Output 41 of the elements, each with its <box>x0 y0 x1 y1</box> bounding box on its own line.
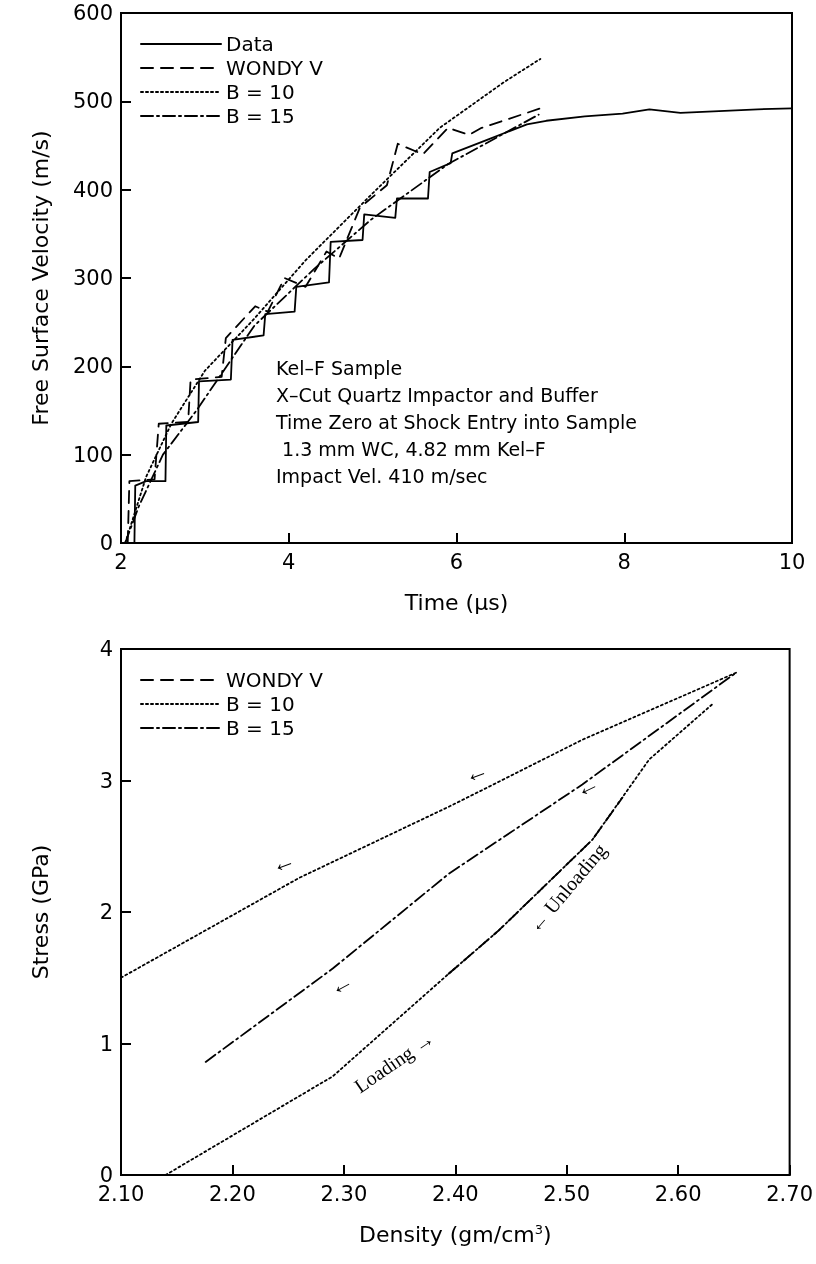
y-tick-label: 200 <box>72 354 113 379</box>
y-tick-label: 300 <box>72 266 113 290</box>
x-tick-label: 2.20 <box>209 1181 256 1206</box>
annotation: ← <box>570 769 604 803</box>
annotation: Time Zero at Shock Entry into Sample <box>275 410 637 433</box>
annotation: Impact Vel. 410 m/sec <box>276 464 488 487</box>
x-tick-label: 2.40 <box>431 1181 479 1206</box>
legend-label: WONDY V <box>226 56 324 80</box>
y-axis-title: Free Surface Velocity (m/s) <box>27 130 53 426</box>
x-tick-label: 2.60 <box>654 1181 702 1206</box>
y-tick-label: 500 <box>72 89 113 114</box>
annotation: X–Cut Quartz Impactor and Buffer <box>276 383 599 406</box>
y-tick-label: 0 <box>99 531 113 555</box>
y-tick-label: 2 <box>99 900 113 924</box>
x-tick-label: 10 <box>778 549 806 574</box>
y-tick-label: 4 <box>99 637 113 661</box>
y-tick-label: 400 <box>72 177 113 202</box>
annotation: 1.3 mm WC, 4.82 mm Kel–F <box>276 437 546 460</box>
x-tick-label: 8 <box>617 549 631 574</box>
legend-label: B = 15 <box>226 716 295 740</box>
x-tick-label: 2.70 <box>766 1181 813 1206</box>
x-tick-label: 6 <box>449 549 464 574</box>
y-tick-label: 1 <box>99 1031 113 1056</box>
x-tick-label: 2.10 <box>97 1181 145 1206</box>
annotation: Kel–F Sample <box>276 356 403 379</box>
x-tick-label: 2.30 <box>320 1181 368 1206</box>
legend-label: B = 15 <box>226 104 295 128</box>
x-tick-label: 2.50 <box>543 1181 591 1206</box>
legend-label: B = 10 <box>226 692 295 716</box>
y-tick-label: 600 <box>72 1 113 25</box>
legend-label: B = 10 <box>226 80 295 104</box>
annotation: ← <box>267 845 299 879</box>
x-tick-label: 4 <box>282 549 296 574</box>
legend-label: WONDY V <box>226 668 324 692</box>
legend-label: Data <box>226 32 274 56</box>
annotation: ← <box>324 966 358 1002</box>
y-tick-label: 100 <box>72 442 113 467</box>
y-tick-label: 3 <box>99 768 113 793</box>
annotation: ← <box>460 755 492 789</box>
x-axis-title: Time (μs) <box>403 589 509 615</box>
y-axis-title: Stress (GPa) <box>27 844 53 980</box>
